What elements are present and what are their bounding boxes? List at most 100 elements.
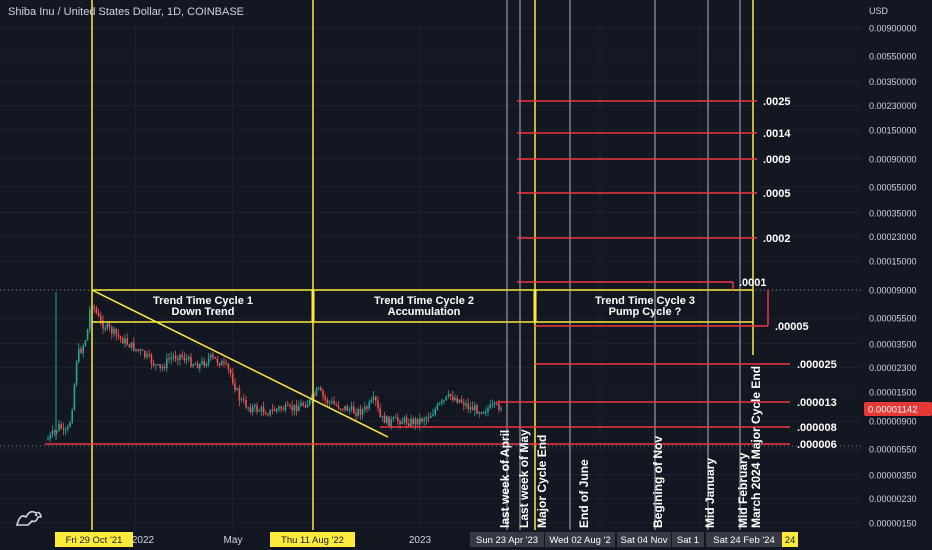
candle-body	[251, 407, 254, 413]
candle-body	[225, 362, 227, 364]
candle-body	[146, 354, 148, 357]
candle-body	[498, 403, 500, 410]
x-date-tag	[782, 532, 798, 547]
candle-body	[104, 328, 106, 330]
price-level-label: .00005	[775, 321, 809, 333]
candle-body	[366, 407, 368, 409]
cycle-subtitle: Accumulation	[388, 306, 461, 318]
candle-body	[388, 416, 390, 427]
candle-body	[216, 358, 219, 364]
candle-body	[355, 413, 357, 416]
candle-body	[350, 406, 353, 410]
candle-body	[124, 338, 126, 344]
candle-body	[379, 408, 381, 418]
candle-body	[353, 406, 355, 414]
candle-body	[152, 363, 155, 366]
candle-body	[383, 415, 386, 424]
candle-body	[276, 408, 278, 412]
price-level-label: .0025	[763, 96, 791, 108]
chart-title: Shiba Inu / United States Dollar, 1D, CO…	[8, 6, 245, 18]
candle-body	[157, 364, 159, 366]
current-price-value: 0.00001142	[868, 405, 918, 416]
candle-body	[309, 399, 311, 405]
candle-body	[474, 405, 476, 411]
candle-body	[75, 361, 78, 385]
y-tick-label: 0.00005500	[869, 314, 917, 324]
candle-body	[267, 414, 269, 416]
x-date-tag	[672, 532, 704, 547]
vertical-annotation: Begining of Nov	[651, 436, 665, 528]
candle-body	[469, 407, 472, 409]
currency-label: USD	[869, 6, 889, 16]
candle-body	[500, 408, 502, 410]
candle-body	[425, 417, 428, 420]
candle-body	[412, 418, 414, 425]
y-tick-label: 0.00055000	[869, 183, 917, 193]
y-tick-label: 0.00035000	[869, 208, 917, 218]
candle-body	[271, 409, 274, 411]
candle-body	[234, 383, 236, 391]
candle-body	[491, 404, 494, 406]
candle-body	[467, 403, 469, 409]
candle-body	[423, 419, 425, 422]
price-level-label: .000025	[797, 359, 837, 371]
candle-body	[295, 404, 298, 412]
candle-body	[414, 418, 417, 425]
y-tick-label: 0.00003500	[869, 339, 917, 349]
candle-body	[106, 323, 109, 329]
candle-body	[86, 329, 89, 341]
candle-body	[185, 359, 188, 361]
cycle-title: Trend Time Cycle 1	[153, 295, 253, 307]
candle-body	[53, 430, 56, 432]
candles	[47, 303, 502, 442]
x-date-tag	[270, 532, 355, 547]
vertical-annotation: End of June	[577, 459, 591, 528]
candle-body	[416, 418, 419, 425]
x-date-tag-label: Sun 23 Apr '23	[476, 535, 538, 546]
candle-body	[434, 409, 436, 415]
candle-body	[443, 399, 445, 401]
candle-body	[84, 340, 87, 346]
candle-body	[168, 358, 170, 360]
candle-body	[58, 424, 60, 431]
x-date-tag-label: Fri 29 Oct '21	[66, 535, 123, 546]
candle-body	[335, 404, 337, 406]
candle-body	[205, 363, 208, 366]
candle-body	[306, 404, 309, 408]
candle-body	[51, 430, 54, 435]
candle-body	[405, 417, 408, 424]
candle-body	[346, 406, 348, 411]
candle-body	[302, 402, 304, 406]
x-tick-label: 2022	[132, 535, 155, 546]
candle-body	[454, 398, 456, 401]
candle-body	[174, 356, 177, 359]
y-tick-label: 0.00000350	[869, 470, 917, 480]
candle-body	[161, 366, 164, 368]
x-date-tag	[55, 532, 133, 547]
candle-body	[280, 406, 282, 409]
candle-body	[249, 407, 252, 413]
candle-body	[240, 399, 243, 401]
candle-body	[245, 399, 247, 408]
x-date-tag-label: Sat 24 Feb '24	[713, 535, 775, 546]
candle-body	[214, 356, 216, 359]
candle-body	[399, 421, 401, 425]
y-tick-label: 0.00090000	[869, 155, 917, 165]
price-level-label: .0014	[763, 128, 791, 140]
x-date-tags: Fri 29 Oct '21 Thu 11 Aug '22 Sun 23 Apr '…	[55, 532, 798, 547]
candle-body	[326, 399, 329, 403]
candle-body	[421, 418, 423, 422]
candle-body	[408, 423, 410, 426]
candle-body	[313, 395, 315, 397]
candle-body	[163, 366, 166, 369]
y-tick-label: 0.00015000	[869, 256, 917, 266]
vertical-annotation: Last week of May	[517, 429, 531, 528]
candle-body	[377, 400, 379, 409]
vertical-annotation: Major Cycle End	[535, 435, 549, 528]
candle-body	[361, 409, 364, 415]
tradingview-logo-icon[interactable]	[14, 505, 44, 529]
vertical-annotation: Mid February	[736, 452, 750, 528]
candle-body	[300, 402, 302, 407]
